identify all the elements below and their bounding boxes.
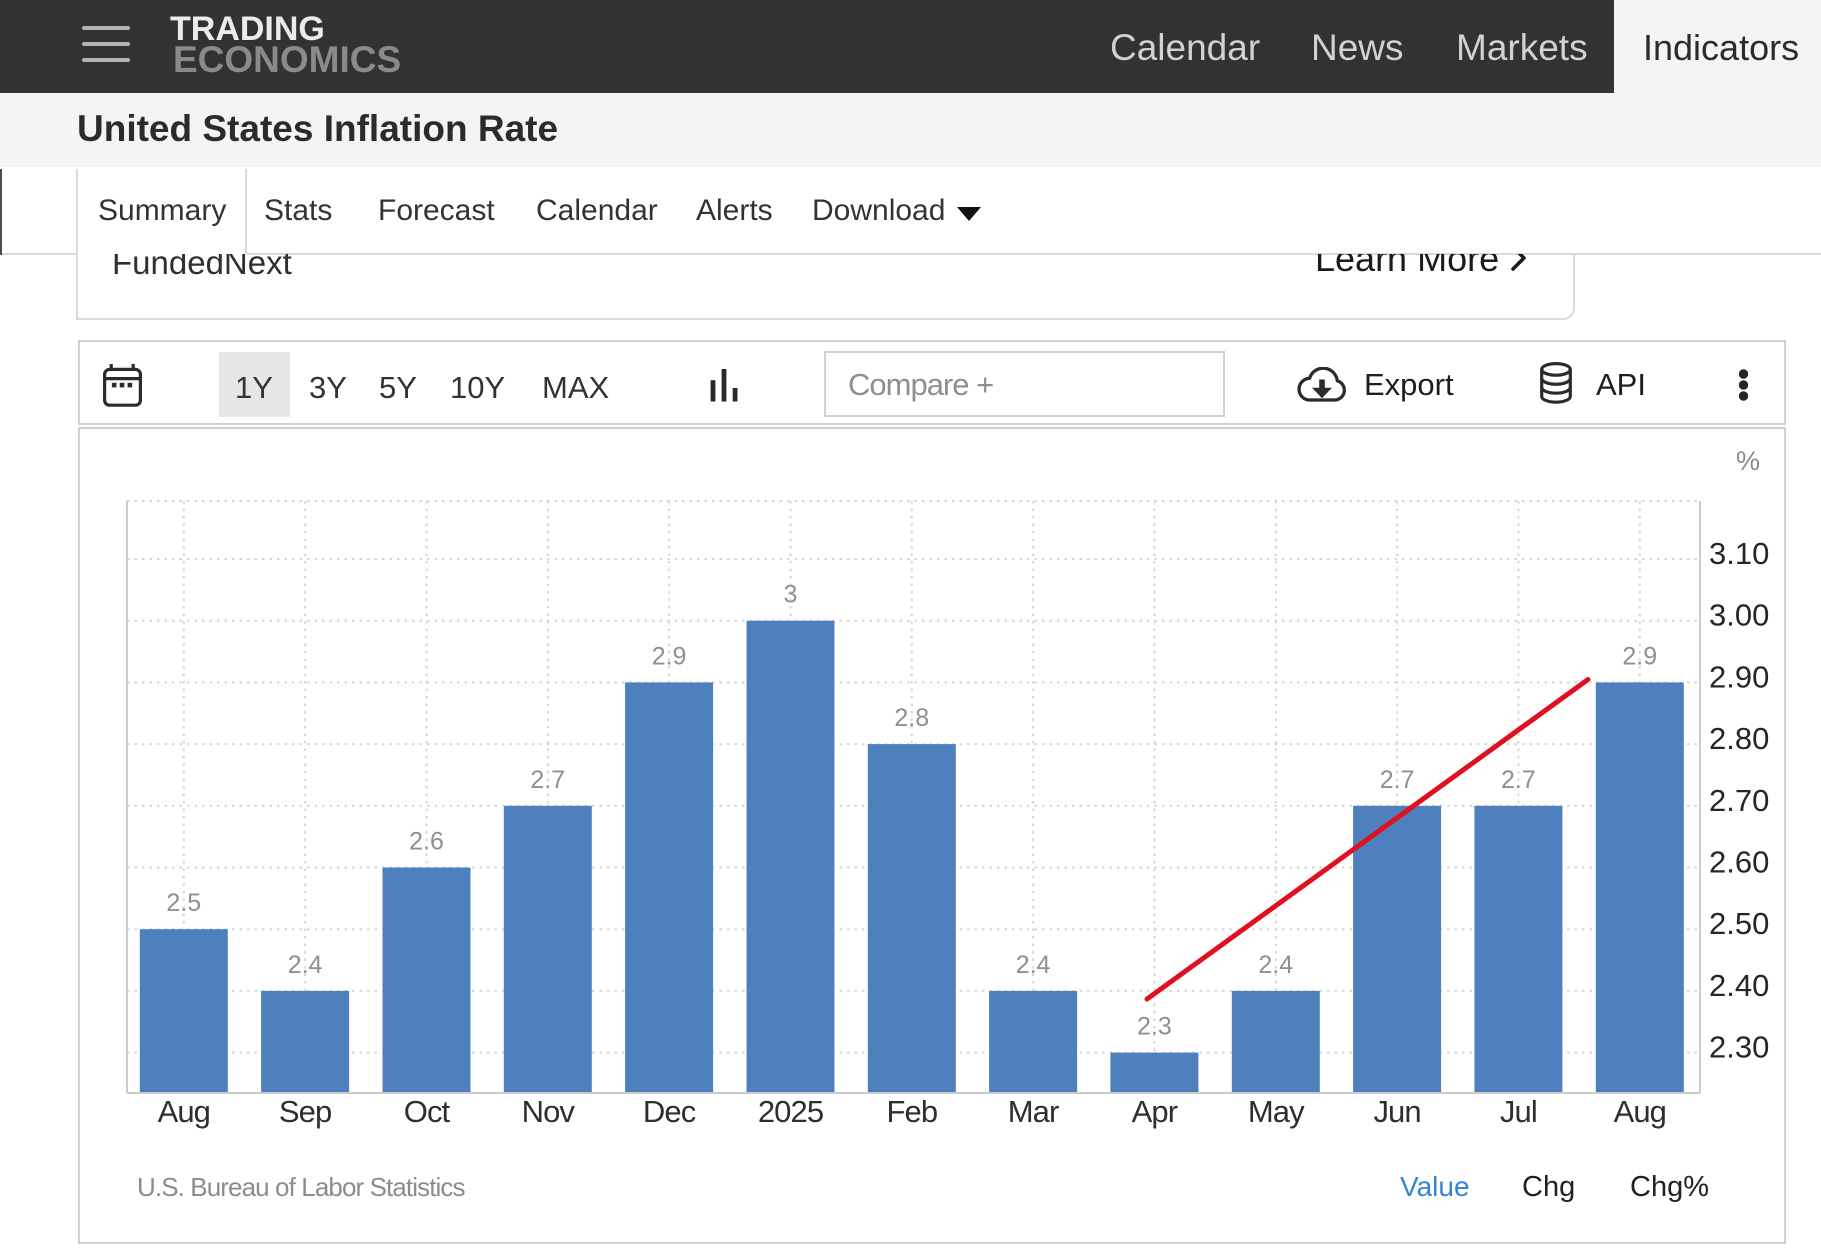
svg-text:Apr: Apr bbox=[1132, 1094, 1178, 1129]
svg-text:2.50: 2.50 bbox=[1709, 906, 1769, 941]
svg-text:2.60: 2.60 bbox=[1709, 845, 1769, 880]
svg-text:2.4: 2.4 bbox=[288, 951, 323, 979]
svg-text:Jul: Jul bbox=[1500, 1094, 1537, 1129]
svg-text:Sep: Sep bbox=[279, 1094, 331, 1129]
svg-text:2.9: 2.9 bbox=[1622, 642, 1657, 670]
svg-text:2.80: 2.80 bbox=[1709, 721, 1769, 756]
svg-text:2.7: 2.7 bbox=[1380, 766, 1415, 794]
svg-text:3.10: 3.10 bbox=[1709, 536, 1769, 571]
svg-text:2.3: 2.3 bbox=[1137, 1013, 1172, 1041]
svg-text:2.4: 2.4 bbox=[1258, 951, 1293, 979]
svg-text:2.40: 2.40 bbox=[1709, 968, 1769, 1003]
svg-text:3: 3 bbox=[784, 581, 798, 609]
svg-text:Value: Value bbox=[1400, 1171, 1470, 1202]
svg-text:2.7: 2.7 bbox=[530, 766, 565, 794]
svg-text:Mar: Mar bbox=[1008, 1094, 1059, 1129]
svg-text:%: % bbox=[1736, 446, 1760, 476]
svg-text:2.8: 2.8 bbox=[894, 704, 929, 732]
svg-text:2.6: 2.6 bbox=[409, 828, 444, 856]
svg-text:2.7: 2.7 bbox=[1501, 766, 1536, 794]
svg-text:Feb: Feb bbox=[886, 1094, 937, 1129]
svg-text:Oct: Oct bbox=[404, 1094, 451, 1129]
svg-text:2025: 2025 bbox=[758, 1094, 823, 1129]
svg-text:Chg%: Chg% bbox=[1630, 1171, 1709, 1203]
svg-text:May: May bbox=[1248, 1094, 1305, 1129]
svg-text:Aug: Aug bbox=[1614, 1094, 1666, 1129]
svg-text:2.9: 2.9 bbox=[652, 642, 687, 670]
svg-text:Aug: Aug bbox=[158, 1094, 210, 1129]
svg-text:3.00: 3.00 bbox=[1709, 598, 1769, 633]
svg-text:2.70: 2.70 bbox=[1709, 783, 1769, 818]
svg-text:2.4: 2.4 bbox=[1016, 951, 1051, 979]
svg-text:Jun: Jun bbox=[1373, 1094, 1420, 1129]
svg-text:2.5: 2.5 bbox=[166, 889, 201, 917]
svg-text:Chg: Chg bbox=[1522, 1171, 1575, 1203]
svg-text:2.30: 2.30 bbox=[1709, 1030, 1769, 1065]
svg-text:2.90: 2.90 bbox=[1709, 659, 1769, 694]
svg-text:U.S. Bureau of Labor Statistic: U.S. Bureau of Labor Statistics bbox=[137, 1172, 466, 1202]
svg-text:Dec: Dec bbox=[643, 1094, 696, 1129]
svg-text:Nov: Nov bbox=[522, 1094, 576, 1129]
